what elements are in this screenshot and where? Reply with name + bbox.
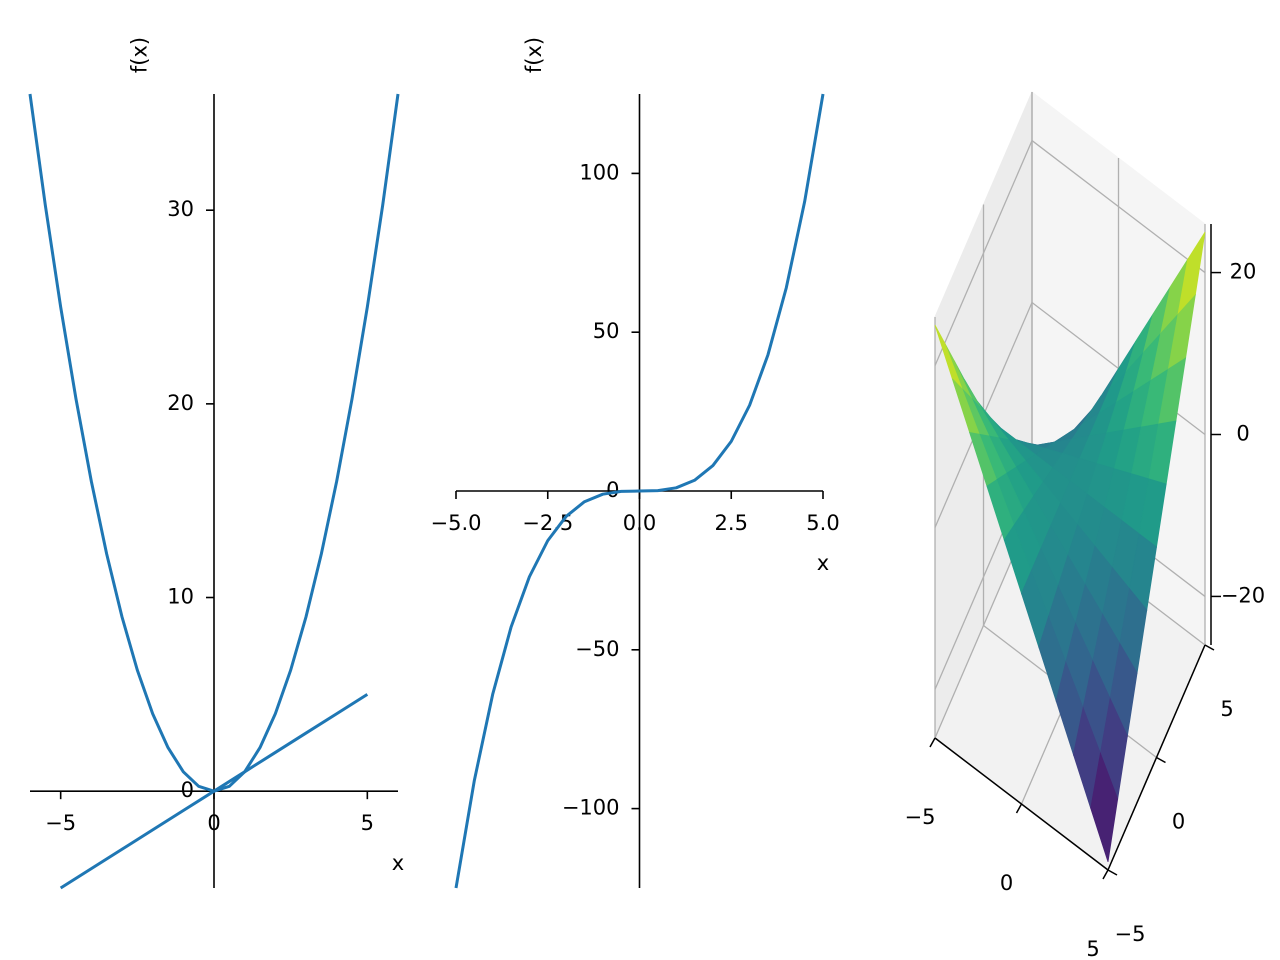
line-series [59, 693, 369, 890]
x-tick-label: −5.0 [431, 511, 482, 535]
z-tick-label: 0 [1236, 422, 1249, 446]
y-tick-label: 30 [167, 197, 194, 221]
grid-line [1031, 140, 1206, 274]
x-tick [1102, 869, 1109, 880]
x-tick-label: 0 [207, 811, 220, 835]
x-tick [929, 737, 936, 748]
y-tick-label: 10 [167, 585, 194, 609]
x-tick-label: 2.5 [715, 511, 748, 535]
y-axis-label: f(x) [522, 37, 546, 73]
z-tick-label: −20 [1221, 583, 1265, 607]
y-tick [1156, 756, 1166, 764]
y-tick-label: 50 [593, 319, 620, 343]
y-tick-label: −5 [1115, 922, 1146, 946]
line-series [454, 93, 825, 889]
x-tick-label: −5 [45, 811, 76, 835]
y-tick [1204, 644, 1215, 651]
x-tick-label: 5 [1086, 937, 1099, 960]
y-tick [1107, 869, 1118, 876]
y-tick-label: 20 [167, 391, 194, 415]
x-tick-label: 5 [361, 811, 374, 835]
y-tick-label: 5 [1220, 697, 1233, 721]
x-tick-label: −2.5 [522, 511, 573, 535]
y-tick-label: −100 [562, 796, 620, 820]
y-tick-label: −50 [575, 637, 619, 661]
grid-line [934, 140, 1033, 366]
surface-patch [1090, 751, 1119, 863]
y-axis-label: f(x) [127, 37, 151, 73]
x-tick-label: 5.0 [806, 511, 839, 535]
x-tick-label: 0 [1000, 871, 1013, 895]
y-tick-label: 0 [181, 778, 194, 802]
y-tick-label: 100 [579, 160, 619, 184]
x-tick-label: −5 [905, 805, 936, 829]
x-tick-label: 0.0 [623, 511, 656, 535]
y-tick-label: 0 [1172, 810, 1185, 834]
y-tick-label: 0 [606, 478, 619, 502]
x-axis-label: x [392, 851, 404, 875]
x-axis-label: x [817, 551, 829, 575]
x-tick [1015, 803, 1023, 814]
z-tick-label: 20 [1230, 260, 1257, 284]
